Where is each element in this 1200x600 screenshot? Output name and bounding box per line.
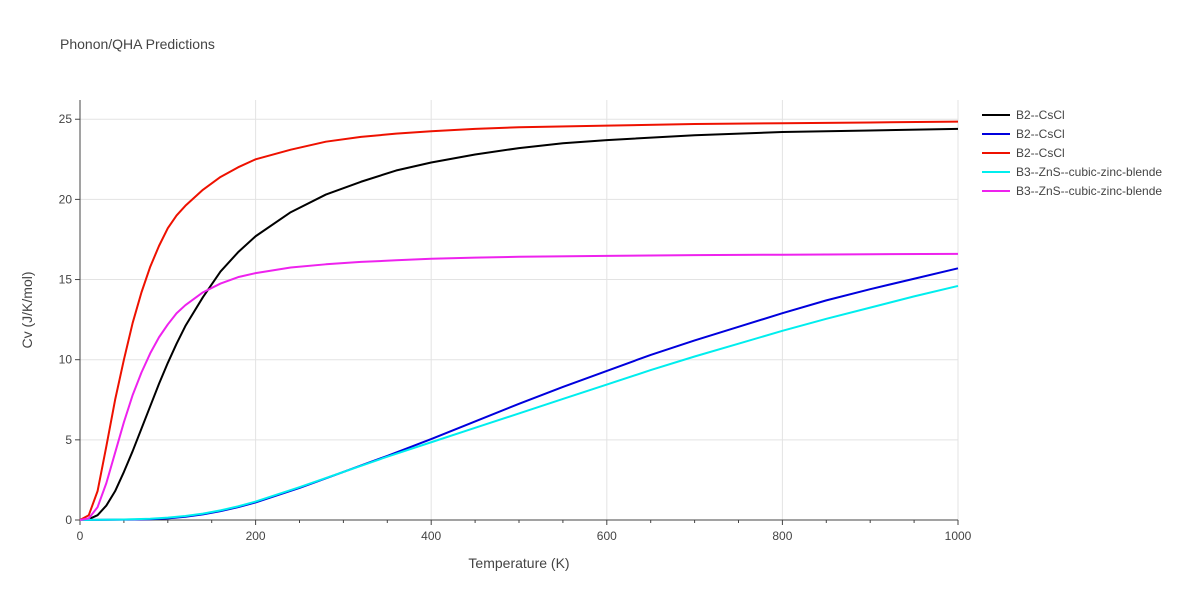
legend-label: B3--ZnS--cubic-zinc-blende — [1016, 165, 1162, 179]
legend-label: B3--ZnS--cubic-zinc-blende — [1016, 184, 1162, 198]
series-line-2[interactable] — [79, 267, 959, 521]
legend-label: B2--CsCl — [1016, 146, 1065, 160]
legend-item-2[interactable]: B2--CsCl — [982, 127, 1065, 141]
y-tick-labels: 0 5 10 15 20 25 — [59, 112, 73, 527]
series-line-1[interactable] — [79, 127, 959, 521]
legend-item-1[interactable]: B2--CsCl — [982, 108, 1065, 122]
y-tick-label: 10 — [59, 353, 73, 367]
chart-title: Phonon/QHA Predictions — [60, 36, 215, 52]
legend-item-3[interactable]: B2--CsCl — [982, 146, 1065, 160]
x-tick-label: 200 — [246, 529, 266, 543]
plot-area[interactable] — [79, 120, 959, 521]
legend[interactable]: B2--CsCl B2--CsCl B2--CsCl B3--ZnS--cubic-z… — [982, 108, 1162, 198]
legend-item-4[interactable]: B3--ZnS--cubic-zinc-blende — [982, 165, 1162, 179]
x-axis-title: Temperature (K) — [468, 555, 569, 571]
x-tick-labels: 0 200 400 600 800 1000 — [77, 529, 972, 543]
y-tick-label: 5 — [65, 433, 72, 447]
y-tick-label: 20 — [59, 192, 73, 206]
series-line-5[interactable] — [79, 252, 959, 521]
series-line-4[interactable] — [79, 284, 959, 521]
legend-item-5[interactable]: B3--ZnS--cubic-zinc-blende — [982, 184, 1162, 198]
y-tick-label: 0 — [65, 513, 72, 527]
legend-label: B2--CsCl — [1016, 108, 1065, 122]
x-tick-label: 400 — [421, 529, 441, 543]
grid-lines — [80, 100, 959, 520]
y-tick-label: 15 — [59, 273, 73, 287]
x-tick-label: 0 — [77, 529, 84, 543]
y-axis-title: Cv (J/K/mol) — [19, 272, 35, 349]
legend-label: B2--CsCl — [1016, 127, 1065, 141]
x-tick-label: 1000 — [945, 529, 972, 543]
series-line-3[interactable] — [79, 120, 959, 521]
axes — [75, 100, 959, 525]
x-tick-label: 800 — [772, 529, 792, 543]
y-tick-label: 25 — [59, 112, 73, 126]
x-tick-label: 600 — [597, 529, 617, 543]
